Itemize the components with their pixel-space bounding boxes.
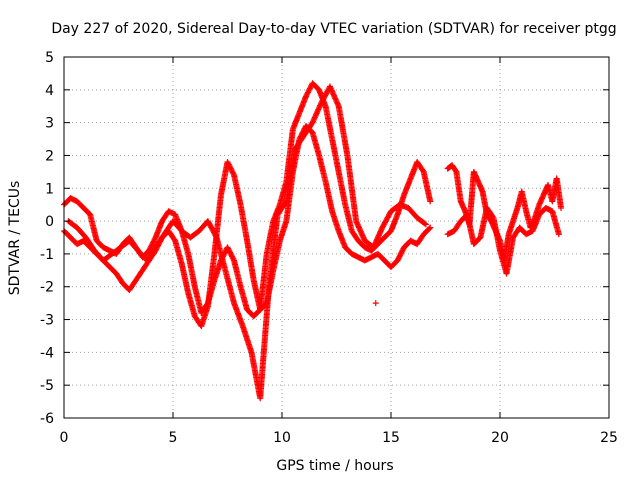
data-point	[558, 204, 565, 211]
data-point	[226, 162, 233, 169]
data-point	[149, 239, 156, 246]
data-point	[147, 243, 154, 250]
data-point	[302, 93, 309, 100]
data-point	[225, 160, 232, 167]
data-point	[228, 166, 235, 173]
data-point	[397, 250, 404, 257]
x-tick-label: 0	[60, 430, 69, 446]
grid-layer	[64, 57, 609, 418]
data-point	[422, 221, 429, 228]
data-point	[307, 84, 314, 91]
data-point	[303, 92, 310, 99]
data-point	[399, 246, 406, 253]
data-point	[226, 248, 233, 255]
data-point	[229, 253, 236, 260]
x-tick-label: 25	[600, 430, 618, 446]
data-point	[427, 224, 434, 231]
data-point	[306, 85, 313, 92]
data-point	[421, 220, 428, 227]
x-tick-label: 10	[273, 430, 291, 446]
data-point	[304, 89, 311, 96]
data-point	[555, 231, 562, 238]
plot-frame	[63, 56, 610, 419]
y-tick-label: -5	[40, 378, 54, 394]
data-point	[227, 164, 234, 171]
data-point	[395, 256, 402, 263]
data-point	[372, 300, 379, 307]
y-tick-label: -3	[40, 313, 54, 329]
data-point	[230, 256, 237, 263]
data-point	[230, 170, 237, 177]
data-point	[227, 249, 234, 256]
data-point	[229, 254, 236, 261]
data-point	[426, 225, 433, 232]
y-tick-label: 5	[45, 50, 54, 66]
data-point	[150, 238, 157, 245]
y-tick-label: 3	[45, 116, 54, 132]
x-tick-label: 20	[491, 430, 509, 446]
data-point	[228, 252, 235, 259]
data-point	[399, 248, 406, 255]
data-point	[305, 88, 312, 95]
x-tick-label: 15	[382, 430, 400, 446]
data-point	[151, 237, 158, 244]
data-point	[227, 165, 234, 172]
data-point	[212, 233, 219, 240]
data-point	[396, 253, 403, 260]
data-point	[225, 245, 232, 252]
y-tick-label: -6	[40, 411, 54, 427]
data-point	[304, 90, 311, 97]
y-tick-label: -1	[40, 247, 54, 263]
data-point	[397, 252, 404, 259]
y-tick-label: 4	[45, 83, 54, 99]
data-point	[427, 198, 434, 205]
y-axis-label: SDTVAR / TECUs	[7, 181, 23, 296]
x-axis-label: GPS time / hours	[276, 458, 393, 474]
y-tick-label: 2	[45, 148, 54, 164]
data-point	[225, 246, 232, 253]
data-point	[229, 169, 236, 176]
chart-title: Day 227 of 2020, Sidereal Day-to-day VTE…	[51, 21, 616, 37]
x-tick-label: 5	[169, 430, 178, 446]
data-point	[224, 244, 231, 251]
data-point	[398, 249, 405, 256]
data-point	[395, 254, 402, 261]
data-point	[149, 241, 156, 248]
data-point	[225, 161, 232, 168]
y-tick-label: -2	[40, 280, 54, 296]
tick-layer: 0 5 10 15 20 25 -6 -5 -4 -3 -2 -1 0 1 2 3 4 5	[40, 50, 618, 446]
data-point	[229, 168, 236, 175]
data-point	[306, 86, 313, 93]
data-layer	[61, 80, 565, 402]
y-tick-label: -4	[40, 345, 54, 361]
data-point	[148, 242, 155, 249]
y-tick-label: 1	[45, 181, 54, 197]
data-point	[224, 159, 231, 166]
data-point	[227, 250, 234, 257]
data-point	[394, 257, 401, 264]
y-tick-label: 0	[45, 214, 54, 230]
